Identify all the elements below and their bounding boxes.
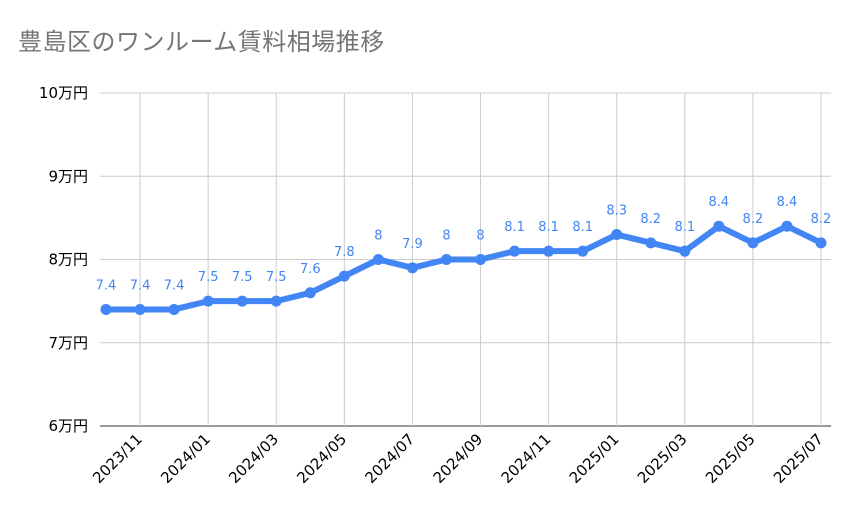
x-tick-label: 2025/03 — [634, 430, 691, 487]
data-label: 7.5 — [266, 270, 287, 285]
data-point — [270, 295, 282, 307]
data-label: 7.5 — [232, 270, 253, 285]
data-point — [713, 220, 725, 232]
data-label: 8.1 — [572, 220, 593, 235]
y-axis-ticks: 6万円 7万円 8万円 9万円 10万円 — [39, 84, 88, 435]
data-label: 8.4 — [777, 195, 798, 210]
data-point — [577, 245, 589, 257]
x-tick-label: 2024/05 — [293, 430, 350, 487]
data-label: 8.2 — [743, 212, 764, 227]
data-label: 8 — [374, 229, 382, 244]
data-label: 8 — [442, 229, 450, 244]
series-group — [100, 220, 827, 315]
data-label: 7.4 — [130, 278, 151, 293]
data-label: 8.3 — [606, 204, 627, 219]
data-label: 7.4 — [164, 278, 185, 293]
data-label: 8 — [476, 229, 484, 244]
data-point — [747, 237, 759, 249]
x-tick-label: 2024/07 — [361, 430, 418, 487]
data-label: 7.4 — [96, 278, 117, 293]
data-point — [236, 295, 248, 307]
data-point — [100, 303, 112, 315]
chart-title: 豊島区のワンルーム賃料相場推移 — [18, 28, 385, 56]
data-label: 7.6 — [300, 262, 321, 277]
data-point — [304, 287, 316, 299]
data-label: 8.1 — [674, 220, 695, 235]
data-label: 8.2 — [811, 212, 832, 227]
data-label: 7.9 — [402, 237, 423, 252]
y-tick-label: 6万円 — [48, 417, 88, 435]
x-tick-label: 2025/07 — [770, 430, 827, 487]
data-label: 8.2 — [640, 212, 661, 227]
x-tick-label: 2023/11 — [89, 430, 146, 487]
y-tick-label: 9万円 — [48, 167, 88, 185]
data-point — [781, 220, 793, 232]
data-label: 7.8 — [334, 245, 355, 260]
data-point — [134, 303, 146, 315]
x-tick-label: 2025/01 — [566, 430, 623, 487]
data-point — [202, 295, 214, 307]
data-label: 8.1 — [504, 220, 525, 235]
data-point — [509, 245, 521, 257]
x-axis-ticks: 2023/11 2024/01 2024/03 2024/05 2024/07 2024/… — [89, 430, 827, 487]
data-point — [611, 229, 623, 241]
data-labels: 7.4 7.4 7.4 7.5 7.5 7.5 7.6 7.8 8 7.9 8 8 8.1 8.1 8.1 8… — [96, 195, 832, 293]
x-tick-label: 2025/05 — [702, 430, 759, 487]
y-tick-label: 8万円 — [48, 251, 88, 269]
x-tick-label: 2024/01 — [157, 430, 214, 487]
data-label: 8.4 — [709, 195, 730, 210]
data-point — [815, 237, 827, 249]
x-tick-label: 2024/09 — [430, 430, 487, 487]
data-point — [475, 254, 487, 265]
data-point — [543, 245, 555, 257]
y-tick-label: 7万円 — [48, 334, 88, 352]
data-point — [372, 254, 384, 265]
x-tick-label: 2024/11 — [498, 430, 555, 487]
data-point — [440, 254, 452, 265]
data-point — [338, 270, 350, 282]
data-point — [645, 237, 657, 249]
data-point — [168, 303, 180, 315]
data-point — [406, 262, 418, 274]
y-tick-label: 10万円 — [39, 84, 88, 102]
data-label: 8.1 — [538, 220, 559, 235]
data-label: 7.5 — [198, 270, 219, 285]
series-line — [103, 223, 824, 313]
x-tick-label: 2024/03 — [225, 430, 282, 487]
data-point — [679, 245, 691, 257]
